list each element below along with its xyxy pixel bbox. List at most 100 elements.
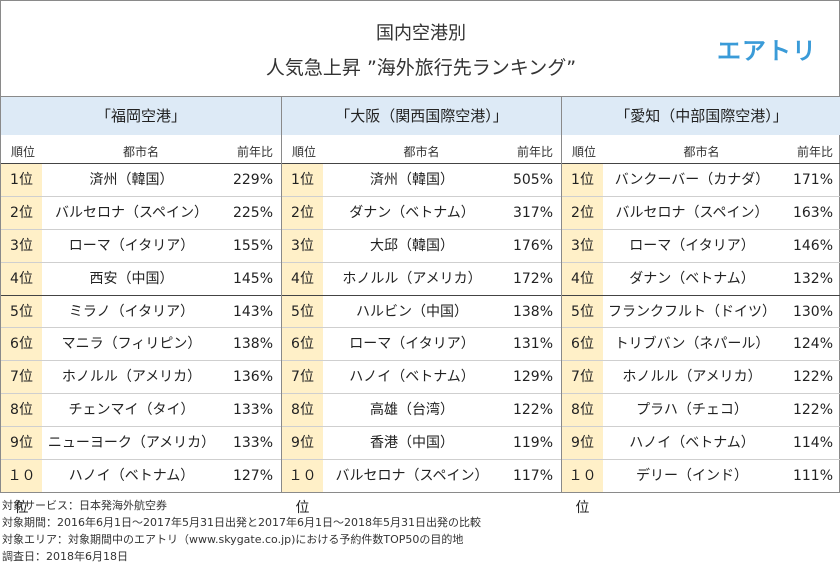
- pct-cell: 129%: [512, 369, 553, 386]
- table-row: 8位 高雄（台湾） 122%: [282, 393, 561, 427]
- header: 国内空港別 人気急上昇 ”海外旅行先ランキング” エアトリ: [0, 0, 840, 96]
- table-row: 3位 ローマ（イタリア） 146%: [562, 228, 840, 262]
- pct-cell: 122%: [792, 369, 833, 386]
- rank-cell: １０位: [282, 460, 323, 516]
- page-title-line1: 国内空港別: [376, 23, 466, 44]
- pct-cell: 505%: [512, 172, 553, 188]
- rank-cell: 3位: [1, 229, 42, 262]
- rank-cell: 1位: [282, 164, 323, 196]
- column-city: 都市名: [403, 145, 440, 159]
- city-cell: 西安（中国）: [89, 270, 174, 287]
- table-row: １０位 バルセロナ（スペイン） 117%: [282, 459, 561, 516]
- rank-cell: 9位: [1, 427, 42, 460]
- table-row: 9位 ニューヨーク（アメリカ） 133%: [1, 426, 281, 460]
- note-service: 対象サービス：日本発海外航空券: [2, 499, 167, 512]
- city-cell: ハルビン（中国）: [356, 303, 468, 320]
- table-row: 2位 バルセロナ（スペイン） 225%: [1, 195, 281, 229]
- rank-cell: 2位: [562, 196, 603, 229]
- table-row: 9位 ハノイ（ベトナム） 114%: [562, 426, 840, 460]
- city-cell: ホノルル（アメリカ）: [622, 369, 762, 386]
- pct-cell: 155%: [232, 237, 273, 254]
- rank-cell: 1位: [1, 164, 42, 196]
- city-cell: バンクーバー（カナダ）: [614, 172, 770, 188]
- rank-cell: １０位: [1, 460, 42, 516]
- rank-cell: 5位: [562, 295, 603, 328]
- city-cell: 済州（韓国）: [370, 172, 454, 188]
- pct-cell: 127%: [232, 468, 273, 485]
- panel-title: 「大阪（関西国際空港）」: [282, 97, 561, 135]
- table-row: 7位 ホノルル（アメリカ） 122%: [562, 360, 840, 394]
- column-rank: 順位: [292, 145, 317, 159]
- rank-cell: 2位: [1, 196, 42, 229]
- column-pct: 前年比: [516, 145, 553, 159]
- city-cell: ローマ（イタリア）: [68, 237, 195, 254]
- table-row: 5位 ハルビン（中国） 138%: [282, 294, 561, 328]
- column-rank: 順位: [11, 145, 36, 159]
- rank-cell: 5位: [282, 295, 323, 328]
- column-city: 都市名: [122, 145, 159, 159]
- city-cell: ローマ（イタリア）: [349, 336, 475, 353]
- column-header: 都市名 順位 前年比: [282, 135, 561, 163]
- city-cell: ニューヨーク（アメリカ）: [47, 435, 216, 452]
- table-row: 7位 ホノルル（アメリカ） 136%: [1, 360, 281, 394]
- table-row: 1位 済州（韓国） 505%: [282, 163, 561, 196]
- pct-cell: 117%: [512, 468, 553, 485]
- footnotes: 対象サービス：日本発海外航空券 対象期間：2016年6月1日～2017年5月31…: [2, 497, 481, 565]
- panel-fukuoka: 「福岡空港」 都市名 順位 前年比 1位 済州（韓国） 229% 2位 バルセロ…: [1, 97, 281, 516]
- city-cell: フランクフルト（ドイツ）: [608, 303, 776, 320]
- rank-cell: 5位: [1, 295, 42, 328]
- table-row: 8位 チェンマイ（タイ） 133%: [1, 393, 281, 427]
- rank-cell: 2位: [282, 196, 323, 229]
- pct-cell: 143%: [232, 303, 273, 320]
- panel-title: 「愛知（中部国際空港）」: [562, 97, 840, 135]
- pct-cell: 176%: [512, 237, 553, 254]
- table-row: 2位 バルセロナ（スペイン） 163%: [562, 195, 840, 229]
- pct-cell: 114%: [792, 435, 833, 452]
- pct-cell: 225%: [232, 204, 273, 221]
- pct-cell: 130%: [792, 303, 833, 320]
- table-row: 3位 ローマ（イタリア） 155%: [1, 228, 281, 262]
- city-cell: バルセロナ（スペイン）: [54, 204, 209, 221]
- table-row: １０位 ハノイ（ベトナム） 127%: [1, 459, 281, 516]
- pct-cell: 133%: [232, 435, 273, 452]
- page-title-line2: 人気急上昇 ”海外旅行先ランキング”: [265, 57, 577, 79]
- table-row: 6位 トリブバン（ネパール） 124%: [562, 327, 840, 361]
- column-header: 都市名 順位 前年比: [1, 135, 281, 163]
- table-row: 1位 済州（韓国） 229%: [1, 163, 281, 196]
- pct-cell: 122%: [792, 402, 833, 419]
- ranking-rows: 1位 済州（韓国） 505% 2位 ダナン（ベトナム） 317% 3位 大邱（韓…: [282, 163, 561, 516]
- city-cell: マニラ（フィリピン）: [61, 336, 202, 353]
- city-cell: 大邱（韓国）: [370, 237, 454, 254]
- pct-cell: 111%: [792, 468, 833, 485]
- pct-cell: 163%: [792, 204, 833, 221]
- rank-cell: 3位: [282, 229, 323, 262]
- pct-cell: 132%: [792, 270, 833, 287]
- rank-cell: 9位: [282, 427, 323, 460]
- table-row: 1位 バンクーバー（カナダ） 171%: [562, 163, 840, 196]
- table-row: 6位 ローマ（イタリア） 131%: [282, 327, 561, 361]
- note-period: 対象期間：2016年6月1日～2017年5月31日出発と2017年6月1日～20…: [2, 516, 481, 529]
- pct-cell: 119%: [512, 435, 553, 452]
- city-cell: 済州（韓国）: [89, 172, 174, 188]
- pct-cell: 138%: [512, 303, 553, 320]
- pct-cell: 122%: [512, 402, 553, 419]
- rank-cell: 7位: [562, 361, 603, 394]
- rank-cell: 8位: [282, 394, 323, 427]
- column-pct: 前年比: [236, 145, 273, 159]
- city-cell: ハノイ（ベトナム）: [68, 468, 195, 485]
- pct-cell: 171%: [792, 172, 833, 188]
- ranking-rows: 1位 済州（韓国） 229% 2位 バルセロナ（スペイン） 225% 3位 ロー…: [1, 163, 281, 516]
- table-row: 4位 西安（中国） 145%: [1, 261, 281, 295]
- city-cell: バルセロナ（スペイン）: [335, 468, 489, 485]
- rank-cell: 9位: [562, 427, 603, 460]
- city-cell: ダナン（ベトナム）: [629, 270, 755, 287]
- city-cell: ダナン（ベトナム）: [349, 204, 475, 221]
- rank-cell: 6位: [1, 328, 42, 361]
- note-area: 対象エリア：対象期間中のエアトリ（www.skygate.co.jp)における予…: [2, 533, 464, 546]
- rank-cell: 1位: [562, 164, 603, 196]
- rank-cell: 8位: [1, 394, 42, 427]
- airtrip-logo: エアトリ: [717, 37, 817, 65]
- pct-cell: 172%: [512, 270, 553, 287]
- city-cell: 高雄（台湾）: [370, 402, 454, 419]
- ranking-rows: 1位 バンクーバー（カナダ） 171% 2位 バルセロナ（スペイン） 163% …: [562, 163, 840, 516]
